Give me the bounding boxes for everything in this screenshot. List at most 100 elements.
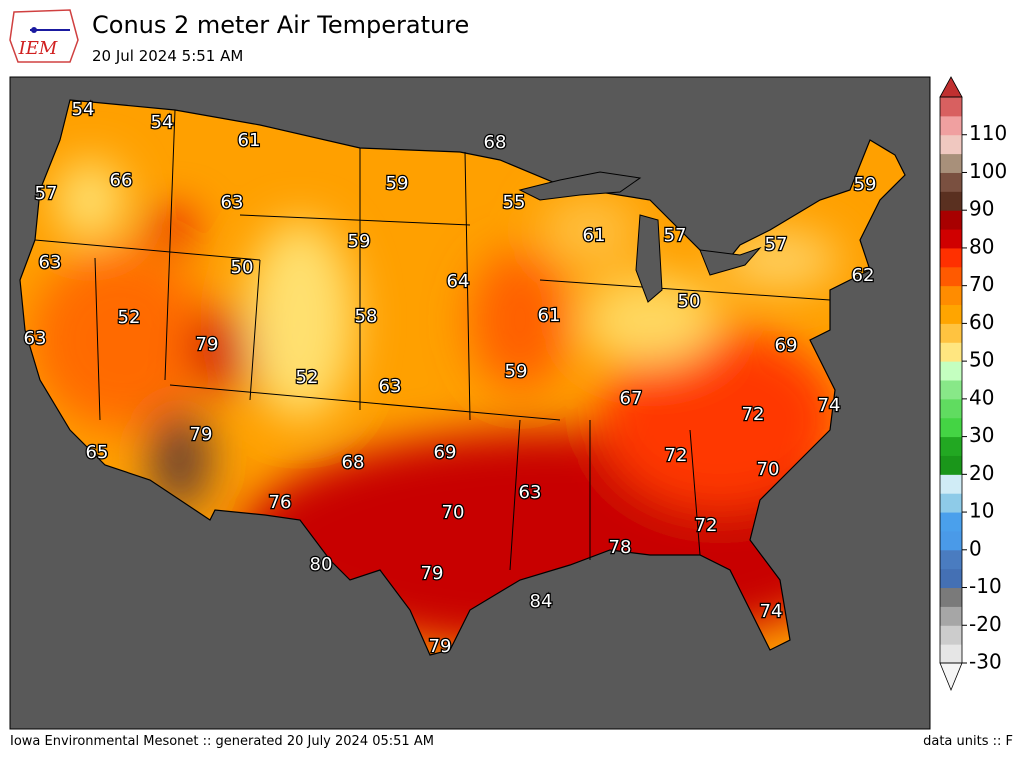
temperature-label: 79 — [421, 563, 444, 584]
colorbar-over — [939, 76, 963, 98]
colorbar-segment — [940, 493, 962, 513]
colorbar-segment — [940, 512, 962, 532]
temperature-label: 59 — [854, 174, 877, 195]
colorbar-segment — [940, 134, 962, 155]
colorbar-segment — [940, 172, 962, 192]
temperature-label: 55 — [503, 192, 526, 213]
colorbar-segment — [940, 474, 962, 494]
colorbar-tick-label: 20 — [969, 461, 994, 485]
temperature-label: 57 — [664, 225, 687, 246]
colorbar-segment — [940, 530, 962, 551]
colorbar-tick-label: 110 — [969, 121, 1007, 145]
state-lines — [34, 109, 831, 571]
colorbar-segment — [940, 398, 962, 419]
temperature-label: 63 — [24, 328, 47, 349]
colorbar-tick-label: 60 — [969, 310, 994, 334]
temperature-label: 79 — [196, 334, 219, 355]
colorbar-tick-label: 40 — [969, 385, 994, 409]
temperature-label: 68 — [342, 452, 365, 473]
temperature-label: 63 — [379, 376, 402, 397]
colorbar-segment — [940, 549, 962, 570]
colorbar-segment — [940, 644, 962, 664]
temperature-label: 59 — [505, 361, 528, 382]
colorbar-tick-label: 80 — [969, 234, 994, 258]
colorbar-segment — [940, 210, 962, 230]
colorbar-segment — [940, 304, 962, 324]
temperature-label: 68 — [484, 132, 507, 153]
colorbar-tick-label: -20 — [969, 612, 1002, 636]
temperature-label: 54 — [151, 112, 174, 133]
temperature-label: 64 — [447, 271, 470, 292]
colorbar-segment — [940, 380, 962, 400]
colorbar-segment — [940, 342, 962, 362]
colorbar-tick-label: 90 — [969, 197, 994, 221]
logo-text: IEM — [18, 38, 58, 59]
temperature-label: 52 — [296, 367, 319, 388]
temperature-label: 84 — [530, 591, 553, 612]
colorbar-segment — [940, 285, 962, 306]
colorbar-segment — [940, 361, 962, 381]
colorbar-segment — [940, 417, 962, 438]
temperature-label: 72 — [742, 404, 765, 425]
temperature-label: 58 — [355, 306, 378, 327]
temperature-label: 57 — [765, 234, 788, 255]
temperature-label: 70 — [442, 502, 465, 523]
colorbar-tick-label: 30 — [969, 423, 994, 447]
temperature-label: 79 — [429, 636, 452, 657]
temperature-label: 50 — [678, 291, 701, 312]
temperature-label: 59 — [386, 173, 409, 194]
colorbar-tick-label: -10 — [969, 574, 1002, 598]
logo: IEM — [9, 9, 79, 63]
temperature-label: 79 — [190, 424, 213, 445]
colorbar-segment — [940, 153, 962, 173]
colorbar-tick-label: 100 — [969, 159, 1007, 183]
subtitle: 20 Jul 2024 5:51 AM — [92, 47, 243, 65]
colorbar-segment — [940, 266, 962, 287]
colorbar-under — [939, 662, 963, 692]
temperature-label: 59 — [348, 231, 371, 252]
great-lakes — [518, 171, 762, 303]
colorbar-tick-label: 50 — [969, 348, 994, 372]
temperature-label: 74 — [818, 395, 841, 416]
temperature-label: 70 — [757, 459, 780, 480]
colorbar-segment — [940, 247, 962, 268]
colorbar-segment — [940, 587, 962, 607]
temperature-label: 69 — [434, 442, 457, 463]
colorbar-segment — [940, 606, 962, 626]
station-labels: 54 54 61 68 66 59 55 59 57 63 59 61 57 57 50 64 62 63 52 58… — [22, 98, 877, 659]
temperature-label: 66 — [110, 170, 133, 191]
temperature-label: 61 — [238, 130, 261, 151]
temperature-label: 63 — [519, 482, 542, 503]
temperature-label: 61 — [538, 305, 561, 326]
temperature-label: 65 — [86, 442, 109, 463]
colorbar: -30 -20 -10 0 10 20 30 40 50 60 70 80 90 100 110 — [939, 76, 1007, 692]
temperature-label: 74 — [760, 601, 783, 622]
temperature-label: 63 — [39, 252, 62, 273]
temperature-label: 78 — [609, 537, 632, 558]
colorbar-tick-label: 10 — [969, 499, 994, 523]
temperature-label: 67 — [620, 388, 643, 409]
colorbar-segment — [940, 229, 962, 249]
temperature-label: 72 — [665, 445, 688, 466]
colorbar-segment — [940, 436, 962, 456]
temperature-label: 69 — [775, 335, 798, 356]
temperature-label: 76 — [269, 492, 292, 513]
colorbar-segment — [940, 191, 962, 211]
footer-left: Iowa Environmental Mesonet :: generated … — [10, 734, 434, 749]
colorbar-segment — [940, 455, 962, 475]
colorbar-tick-label: 0 — [969, 536, 982, 560]
temperature-label: 62 — [852, 265, 875, 286]
colorbar-segment — [940, 323, 962, 343]
temperature-label: 50 — [231, 257, 254, 278]
temperature-label: 80 — [310, 554, 333, 575]
temperature-label: 54 — [72, 99, 95, 120]
footer-right: data units :: F — [923, 734, 1013, 749]
colorbar-tick-label: -30 — [969, 650, 1002, 674]
colorbar-segment — [940, 568, 962, 589]
temperature-label: 61 — [583, 225, 606, 246]
colorbar-segment — [940, 97, 962, 117]
temperature-label: 72 — [695, 515, 718, 536]
colorbar-segment — [940, 115, 962, 136]
colorbar-segment — [940, 625, 962, 645]
